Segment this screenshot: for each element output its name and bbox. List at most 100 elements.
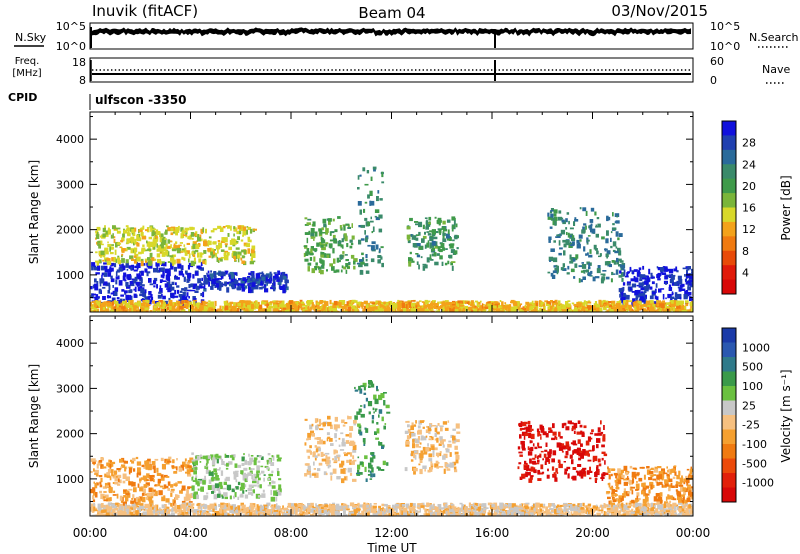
heatmap-cell: [606, 250, 611, 255]
heatmap-cell: [378, 394, 383, 401]
heatmap-cell: [537, 430, 540, 435]
heatmap-cell: [144, 258, 149, 261]
heatmap-cell: [140, 232, 144, 237]
heatmap-cell: [148, 497, 153, 502]
heatmap-cell: [629, 465, 633, 469]
heatmap-cell: [438, 229, 442, 234]
heatmap-cell: [345, 269, 348, 274]
heatmap-cell: [371, 383, 375, 388]
heatmap-cell: [435, 431, 440, 435]
heatmap-cell: [160, 233, 164, 238]
heatmap-cell: [109, 497, 112, 502]
heatmap-cell: [371, 467, 374, 473]
heatmap-cell: [629, 307, 632, 312]
heatmap-cell: [242, 226, 247, 231]
heatmap-cell: [185, 303, 189, 309]
heatmap-cell: [103, 499, 108, 502]
heatmap-cell: [95, 260, 100, 263]
heatmap-cell: [547, 452, 551, 459]
heatmap-cell: [282, 284, 287, 288]
heatmap-cell: [207, 303, 211, 305]
heatmap-cell: [181, 485, 186, 491]
heatmap-cell: [300, 305, 303, 310]
heatmap-cell: [319, 439, 323, 445]
heatmap-cell: [422, 426, 425, 429]
heatmap-cell: [614, 493, 617, 497]
heatmap-cell: [362, 167, 366, 172]
heatmap-cell: [310, 246, 314, 251]
heatmap-cell: [330, 475, 333, 481]
heatmap-cell: [581, 302, 586, 308]
power-data: [90, 166, 693, 312]
heatmap-cell: [117, 259, 120, 263]
heatmap-cell: [159, 485, 164, 488]
heatmap-cell: [332, 458, 335, 461]
heatmap-cell: [618, 305, 623, 311]
heatmap-cell: [558, 300, 561, 305]
heatmap-cell: [244, 244, 247, 247]
heatmap-cell: [371, 241, 376, 245]
heatmap-cell: [565, 240, 570, 246]
heatmap-cell: [396, 307, 401, 310]
heatmap-cell: [208, 479, 212, 484]
heatmap-cell: [358, 425, 362, 429]
heatmap-cell: [118, 308, 123, 312]
heatmap-cell: [434, 463, 439, 468]
heatmap-cell: [530, 433, 535, 440]
heatmap-cell: [372, 407, 375, 411]
heatmap-cell: [686, 269, 688, 275]
heatmap-cell: [244, 484, 247, 488]
heatmap-cell: [447, 260, 450, 265]
heatmap-cell: [397, 306, 402, 308]
heatmap-cell: [653, 496, 658, 502]
heatmap-cell: [351, 305, 356, 309]
heatmap-cell: [529, 305, 534, 311]
heatmap-cell: [654, 466, 658, 471]
heatmap-cell: [321, 458, 327, 462]
heatmap-cell: [140, 258, 144, 263]
heatmap-cell: [144, 268, 148, 273]
heatmap-cell: [636, 284, 640, 287]
heatmap-cell: [687, 484, 691, 487]
heatmap-cell: [222, 226, 226, 229]
heatmap-cell: [137, 301, 141, 307]
heatmap-cell: [674, 292, 678, 298]
heatmap-cell: [689, 470, 692, 475]
heatmap-cell: [596, 268, 601, 274]
heatmap-cell: [345, 440, 350, 444]
heatmap-cell: [336, 305, 340, 308]
heatmap-cell: [257, 301, 260, 306]
heatmap-cell: [231, 253, 234, 257]
heatmap-cell: [331, 266, 335, 271]
heatmap-cell: [572, 475, 577, 481]
heatmap-cell: [369, 200, 372, 206]
heatmap-cell: [602, 434, 606, 440]
heatmap-cell: [180, 464, 184, 469]
heatmap-cell: [554, 221, 557, 226]
heatmap-cell: [159, 232, 161, 237]
heatmap-cell: [424, 299, 428, 303]
heatmap-cell: [313, 238, 315, 241]
heatmap-cell: [665, 496, 668, 501]
heatmap-cell: [208, 307, 212, 312]
heatmap-cell: [159, 288, 163, 293]
heatmap-cell: [381, 469, 385, 471]
heatmap-cell: [157, 478, 161, 484]
heatmap-cell: [333, 460, 338, 463]
heatmap-cell: [550, 248, 555, 252]
heatmap-cell: [625, 491, 629, 495]
heatmap-cell: [310, 228, 315, 234]
heatmap-cell: [221, 461, 225, 465]
heatmap-cell: [157, 310, 161, 312]
heatmap-cell: [516, 305, 519, 310]
heatmap-cell: [252, 278, 256, 281]
heatmap-cell: [328, 306, 332, 311]
heatmap-cell: [378, 467, 381, 471]
heatmap-cell: [182, 466, 185, 471]
heatmap-cell: [213, 275, 217, 279]
heatmap-cell: [276, 458, 282, 462]
heatmap-cell: [621, 267, 625, 270]
heatmap-cell: [343, 225, 346, 231]
heatmap-cell: [614, 310, 619, 312]
heatmap-cell: [568, 308, 572, 312]
